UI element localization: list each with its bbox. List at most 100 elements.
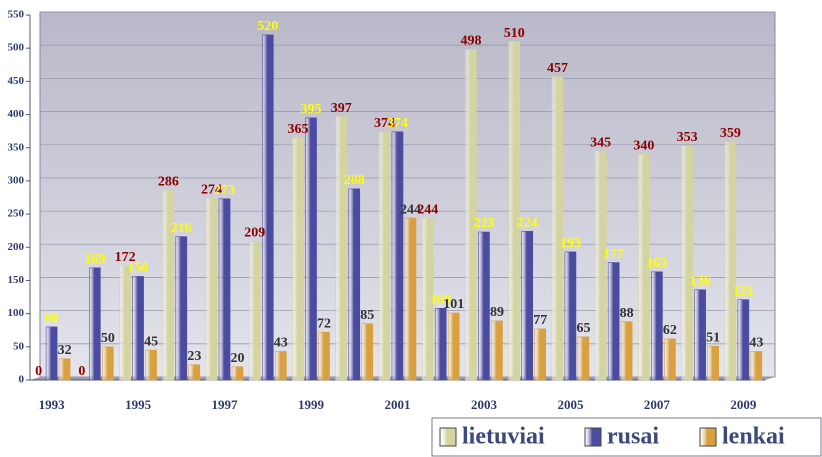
bar — [465, 49, 477, 381]
bar — [119, 265, 131, 381]
bar — [361, 323, 374, 381]
bar — [274, 351, 287, 381]
data-label: 136 — [690, 274, 711, 289]
legend — [431, 417, 822, 457]
bar — [248, 241, 261, 381]
y-tick-label: 500 — [8, 42, 25, 54]
bar — [335, 116, 348, 381]
x-tick-label: 1993 — [39, 397, 66, 412]
data-label: 101 — [443, 297, 464, 312]
data-label: 288 — [344, 173, 365, 188]
bar — [231, 366, 244, 381]
data-label: 89 — [490, 305, 504, 320]
y-tick-label: 250 — [8, 208, 25, 220]
bar — [305, 117, 317, 381]
data-label: 72 — [317, 316, 331, 331]
data-label: 345 — [590, 135, 611, 150]
bar — [261, 34, 274, 381]
bar — [521, 231, 534, 381]
data-label: 244 — [417, 202, 438, 217]
data-label: 172 — [115, 250, 136, 265]
bar — [564, 251, 577, 381]
data-label: 374 — [374, 116, 395, 131]
x-tick-label: 1999 — [298, 397, 325, 412]
data-label: 51 — [706, 330, 720, 345]
y-tick-label: 100 — [8, 307, 25, 319]
legend-label: rusai — [607, 424, 659, 450]
x-tick-label: 2007 — [644, 397, 671, 412]
data-label: 77 — [533, 313, 547, 328]
data-label: 395 — [301, 102, 322, 117]
bar — [89, 267, 101, 381]
y-tick-label: 450 — [8, 75, 25, 87]
bar — [620, 321, 633, 381]
data-label: 520 — [257, 19, 278, 34]
bar — [218, 198, 231, 381]
bar — [724, 141, 737, 381]
data-label: 365 — [288, 122, 309, 137]
data-label: 498 — [460, 34, 481, 49]
bar — [750, 351, 763, 381]
data-label: 88 — [620, 306, 634, 321]
data-label: 108 — [430, 293, 451, 308]
bar — [681, 145, 693, 381]
x-tick-label: 2005 — [557, 397, 584, 412]
bar — [577, 336, 590, 381]
bar — [694, 289, 706, 381]
x-tick-label: 2001 — [385, 397, 411, 412]
data-label: 193 — [560, 236, 581, 251]
data-label: 286 — [158, 174, 179, 189]
bar — [421, 217, 434, 381]
bar — [434, 308, 447, 381]
data-label: 209 — [244, 226, 265, 241]
data-label: 23 — [187, 349, 201, 364]
bar — [638, 154, 650, 381]
bar — [145, 349, 157, 381]
bar — [348, 188, 361, 381]
data-label: 340 — [633, 139, 654, 154]
bar — [175, 236, 188, 381]
data-label: 457 — [547, 61, 568, 76]
y-tick-label: 350 — [8, 141, 25, 153]
bar — [491, 320, 503, 381]
y-tick-label: 400 — [8, 108, 25, 120]
data-label: 121 — [733, 284, 754, 299]
bar — [378, 131, 391, 381]
bar — [132, 276, 144, 381]
data-label: 223 — [473, 216, 494, 231]
data-label: 244 — [400, 202, 421, 217]
data-label: 163 — [646, 256, 667, 271]
bar — [391, 131, 404, 381]
data-label: 374 — [387, 116, 408, 131]
data-label: 0 — [35, 364, 42, 379]
bar — [508, 41, 521, 381]
data-label: 0 — [78, 364, 85, 379]
bar — [664, 338, 676, 381]
data-label: 224 — [517, 216, 538, 231]
x-tick-label: 2009 — [730, 397, 757, 412]
x-tick-label: 1997 — [212, 397, 239, 412]
data-label: 80 — [45, 311, 59, 326]
data-label: 45 — [144, 334, 158, 349]
data-label: 510 — [504, 26, 525, 41]
bar — [318, 331, 330, 381]
data-label: 177 — [603, 247, 624, 262]
y-tick-label: 150 — [8, 274, 25, 286]
data-label: 62 — [663, 323, 677, 338]
data-label: 32 — [58, 343, 72, 358]
y-tick-label: 300 — [8, 174, 25, 186]
bar — [707, 345, 719, 381]
bar — [188, 364, 201, 381]
bar — [102, 346, 114, 381]
data-label: 353 — [677, 130, 698, 145]
y-tick-label: 200 — [8, 241, 25, 253]
data-label: 43 — [274, 336, 288, 351]
data-label: 43 — [749, 336, 763, 351]
bar — [594, 150, 607, 381]
bar — [534, 328, 547, 381]
data-label: 273 — [214, 183, 235, 198]
bar — [292, 137, 304, 381]
data-label: 397 — [331, 101, 352, 116]
legend-swatch — [584, 427, 602, 447]
